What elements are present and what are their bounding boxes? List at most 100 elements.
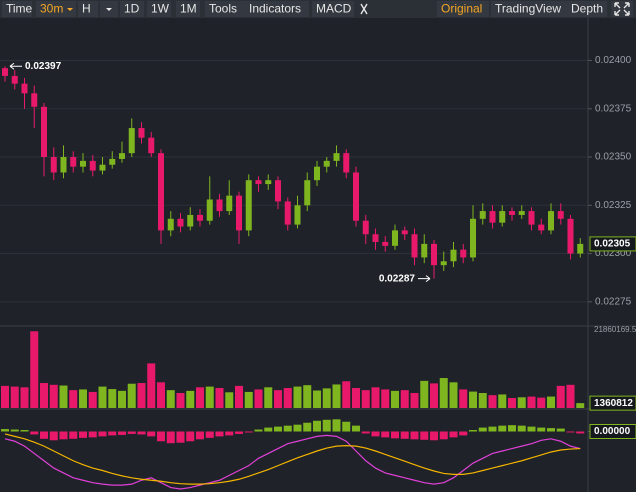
macd-histogram-bar [69, 431, 78, 439]
volume-bar [498, 394, 507, 408]
toolbar-label[interactable]: 30m [40, 2, 63, 16]
macd-histogram-bar [498, 425, 507, 432]
dropdown-icon [67, 8, 73, 11]
candle-body [99, 164, 106, 171]
candle-body [343, 153, 350, 173]
volume-bar [235, 385, 243, 408]
candle-body [119, 153, 125, 159]
toolbar-button[interactable] [567, 1, 607, 17]
candle-body [80, 160, 86, 167]
candle-body [138, 128, 145, 138]
macd-histogram-bar [400, 431, 409, 439]
fullscreen-icon[interactable] [614, 2, 630, 16]
volume-bar [225, 392, 234, 408]
toolbar-label[interactable]: Original [441, 2, 482, 16]
candle-body [548, 211, 554, 231]
toolbar-button[interactable] [36, 1, 76, 17]
volume-bar [410, 393, 419, 408]
macd-histogram-bar [361, 431, 370, 434]
toolbar-button[interactable] [176, 1, 200, 17]
toolbar-button[interactable] [312, 1, 354, 17]
volume-bar [556, 385, 565, 408]
volume-bar [196, 387, 204, 408]
toolbar-label[interactable]: 1D [124, 2, 140, 16]
y-tick-label: 0.02275 [595, 296, 632, 307]
volume-bar [537, 397, 546, 408]
macd-histogram-bar [88, 431, 97, 438]
candle-body [236, 195, 242, 231]
toolbar-button[interactable] [2, 1, 32, 17]
macd-histogram-bar [274, 426, 282, 432]
volume-bar [254, 389, 263, 408]
volume-bar [205, 386, 214, 408]
toolbar-button[interactable] [147, 1, 171, 17]
macd-histogram-bar [517, 425, 526, 432]
macd-histogram-bar [488, 426, 497, 432]
candle-body [31, 93, 38, 107]
candle-body [50, 157, 57, 173]
volume-bar [244, 391, 253, 408]
candle-body [11, 75, 18, 84]
macd-histogram-bar [98, 431, 107, 437]
candle-body [518, 211, 525, 215]
price-tag-label: 1360812 [594, 398, 633, 409]
high-annotation: 0.02397 [25, 61, 62, 72]
volume-bar [20, 387, 29, 408]
volume-bar [576, 403, 585, 408]
toolbar-button[interactable] [245, 1, 309, 17]
macd-histogram-bar [186, 431, 195, 442]
macd-histogram-bar [108, 431, 117, 436]
macd-histogram-bar [439, 431, 448, 440]
toolbar-button[interactable] [120, 1, 144, 17]
candle-body [353, 172, 359, 221]
macd-histogram-bar [371, 431, 380, 437]
macd-histogram-bar [59, 431, 68, 440]
macd-histogram-bar [1, 429, 9, 432]
macd-histogram-bar [79, 431, 87, 438]
macd-histogram-bar [352, 425, 360, 432]
toolbar-label[interactable]: 1W [151, 2, 170, 16]
close-icon[interactable] [360, 3, 368, 15]
volume-bar [566, 384, 575, 408]
volume-bar [469, 391, 477, 408]
macd-histogram-bar [30, 431, 39, 435]
candle-body [265, 180, 272, 185]
candle-body [109, 158, 116, 165]
volume-bar [40, 383, 48, 408]
macd-histogram-bar [127, 431, 136, 434]
volume-bar [88, 391, 97, 408]
toolbar-label[interactable]: TradingView [495, 2, 561, 16]
volume-bar [303, 385, 312, 408]
macd-histogram-bar [205, 431, 214, 438]
volume-bar [30, 331, 39, 408]
candle-body [284, 201, 291, 225]
toolbar-label[interactable]: Indicators [249, 2, 301, 16]
toolbar-button[interactable] [491, 1, 567, 17]
volume-bar [293, 386, 302, 408]
volume-bar [264, 387, 273, 408]
macd-histogram-bar [556, 428, 565, 432]
y-tick-label: 0.02325 [595, 200, 632, 211]
annotation-arrow [9, 62, 22, 70]
toolbar-label[interactable]: 1M [180, 2, 197, 16]
volume-bar [49, 384, 58, 408]
toolbar-button[interactable] [437, 1, 489, 17]
macd-histogram-bar [283, 425, 292, 432]
dropdown-icon[interactable] [106, 8, 112, 11]
volume-bar [527, 396, 536, 408]
toolbar-label[interactable]: MACD [316, 2, 352, 16]
candle-body [450, 249, 457, 262]
macd-histogram-bar [420, 431, 429, 440]
toolbar-label[interactable]: H [82, 2, 91, 16]
macd-histogram-bar [342, 421, 351, 432]
toolbar-button[interactable] [78, 1, 98, 17]
macd-histogram-bar [537, 427, 546, 432]
candle-body [255, 180, 262, 185]
toolbar-label[interactable]: Tools [209, 2, 237, 16]
toolbar-label[interactable]: Depth [571, 2, 603, 16]
toolbar-label[interactable]: Time [6, 2, 33, 16]
toolbar-button[interactable] [205, 1, 245, 17]
volume-bar [69, 390, 78, 408]
candle-body [567, 218, 574, 254]
macd-histogram-bar [254, 429, 263, 432]
